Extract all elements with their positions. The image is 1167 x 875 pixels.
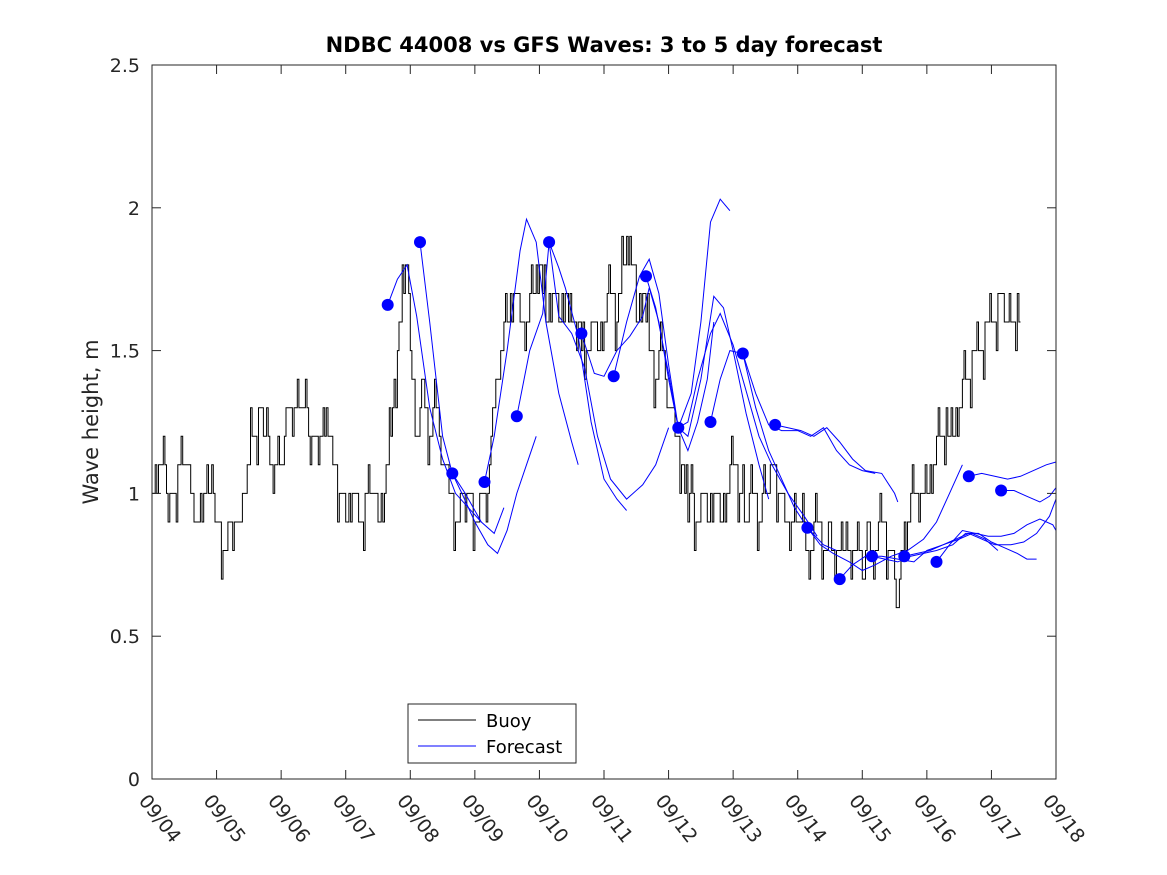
- forecast-marker-4: [478, 476, 491, 488]
- forecast-line-6: [548, 242, 670, 500]
- marker-layer: [381, 236, 1008, 586]
- forecast-line-4: [484, 217, 579, 483]
- forecast-line-16: [871, 532, 1037, 563]
- legend-buoy-label: Buoy: [486, 711, 532, 732]
- forecast-line-2: [419, 242, 505, 535]
- forecast-marker-1: [381, 298, 394, 311]
- forecast-marker-10: [672, 421, 685, 434]
- forecast-marker-15: [833, 573, 846, 586]
- forecast-line-15: [839, 532, 999, 580]
- forecast-line-9: [645, 198, 731, 430]
- forecast-line-18: [936, 518, 1057, 563]
- forecast-line-5: [516, 241, 627, 511]
- forecast-marker-5: [510, 410, 523, 423]
- forecast-marker-7: [575, 327, 588, 340]
- forecast-line-14: [807, 464, 963, 572]
- forecast-line-20: [1001, 487, 1057, 503]
- forecast-marker-14: [801, 521, 814, 534]
- forecast-marker-19: [962, 470, 975, 483]
- forecast-marker-20: [995, 484, 1008, 497]
- y-tick-label: 1.5: [110, 341, 140, 363]
- forecast-line-3: [451, 436, 537, 555]
- forecast-marker-17: [898, 550, 911, 563]
- forecast-line-1: [387, 263, 482, 523]
- y-tick-labels: 0 0.5 1 1.5 2 2.5: [110, 55, 140, 791]
- forecast-line-13: [774, 424, 899, 503]
- y-tick-label: 2.5: [110, 55, 140, 77]
- forecast-marker-6: [543, 236, 556, 249]
- series-layer: [152, 198, 1057, 609]
- forecast-marker-11: [704, 416, 717, 428]
- forecast-line-12: [742, 353, 876, 474]
- buoy-series-line: [152, 235, 1021, 609]
- forecast-line-19: [968, 461, 1057, 480]
- forecast-marker-13: [769, 418, 782, 431]
- forecast-marker-9: [640, 270, 652, 283]
- chart-title: NDBC 44008 vs GFS Waves: 3 to 5 day fore…: [326, 33, 883, 57]
- forecast-marker-2: [414, 236, 426, 249]
- forecast-marker-16: [866, 550, 878, 563]
- y-tick-label: 2: [128, 198, 140, 220]
- forecast-line-11: [710, 350, 837, 551]
- y-tick-label: 1: [128, 483, 140, 505]
- y-axis-label: Wave height, m: [79, 339, 103, 504]
- legend-box: [407, 703, 577, 764]
- forecast-marker-3: [446, 467, 459, 480]
- legend: Buoy Forecast: [407, 703, 577, 764]
- forecast-line-10: [678, 312, 818, 537]
- forecast-marker-12: [736, 347, 749, 360]
- forecast-line-7: [580, 287, 715, 453]
- forecast-line-17: [904, 498, 1057, 557]
- forecast-line-8: [613, 257, 770, 500]
- forecast-marker-8: [607, 370, 620, 383]
- legend-forecast-label: Forecast: [486, 737, 562, 758]
- y-tick-label: 0.5: [110, 626, 140, 648]
- y-tick-label: 0: [128, 769, 140, 791]
- tick-layer: [151, 64, 1057, 780]
- forecast-marker-18: [930, 555, 943, 568]
